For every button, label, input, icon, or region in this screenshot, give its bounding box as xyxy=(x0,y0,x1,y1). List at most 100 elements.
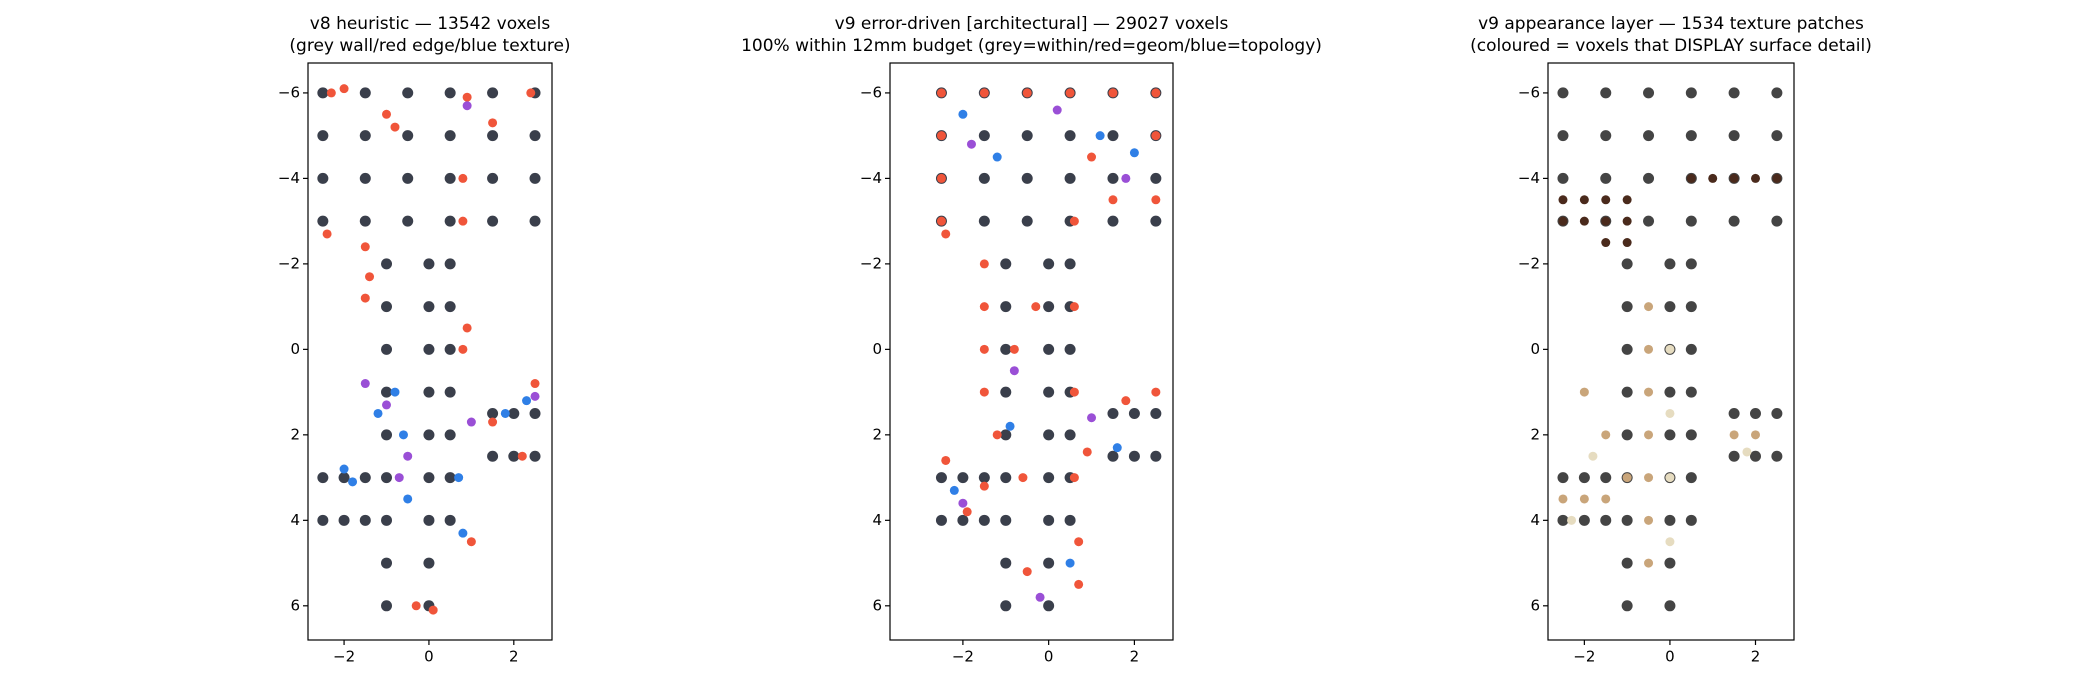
chart-subtitle: 100% within 12mm budget (grey=within/red… xyxy=(741,36,1322,56)
y-tick-label: 2 xyxy=(1530,425,1540,443)
point xyxy=(339,84,349,94)
point xyxy=(1728,215,1740,227)
point xyxy=(1664,600,1676,612)
point xyxy=(458,173,468,183)
point xyxy=(1588,451,1598,461)
point xyxy=(1567,515,1577,525)
point xyxy=(979,344,989,354)
point xyxy=(444,429,456,441)
point xyxy=(1000,429,1012,441)
point xyxy=(359,172,371,184)
point xyxy=(1621,514,1633,526)
point xyxy=(1557,172,1569,184)
point xyxy=(1600,472,1612,484)
y-tick-label: 4 xyxy=(1530,511,1540,529)
point xyxy=(508,407,520,419)
point xyxy=(530,391,540,401)
point xyxy=(1558,195,1568,205)
x-tick-label: 0 xyxy=(1665,648,1675,666)
point xyxy=(1729,430,1739,440)
point xyxy=(423,557,435,569)
point xyxy=(936,173,946,183)
point xyxy=(444,301,456,313)
point xyxy=(1664,301,1676,313)
point xyxy=(1622,216,1632,226)
point xyxy=(488,118,498,128)
point xyxy=(1644,430,1654,440)
chart-subtitle: (coloured = voxels that DISPLAY surface … xyxy=(1470,36,1872,56)
plot-area xyxy=(1557,87,1783,612)
point xyxy=(1665,473,1675,483)
point xyxy=(1601,238,1611,248)
point xyxy=(1742,447,1752,457)
point xyxy=(1074,537,1084,547)
y-tick-label: −4 xyxy=(278,169,300,187)
point xyxy=(402,215,414,227)
chart-title: v9 appearance layer — 1534 texture patch… xyxy=(1478,14,1864,34)
point xyxy=(1043,514,1055,526)
point xyxy=(979,481,989,491)
point xyxy=(1064,258,1076,270)
point xyxy=(1601,430,1611,440)
point xyxy=(1772,173,1782,183)
point xyxy=(1151,88,1161,98)
point xyxy=(423,472,435,484)
point xyxy=(517,451,527,461)
point xyxy=(402,87,414,99)
point xyxy=(1069,473,1079,483)
point xyxy=(941,455,951,465)
point xyxy=(1150,172,1162,184)
point xyxy=(1621,301,1633,313)
point xyxy=(1000,600,1012,612)
point xyxy=(382,109,392,119)
point xyxy=(458,216,468,226)
point xyxy=(1107,130,1119,142)
point xyxy=(1031,302,1041,312)
point xyxy=(522,396,532,406)
point xyxy=(1622,195,1632,205)
point xyxy=(1621,343,1633,355)
point xyxy=(1665,344,1675,354)
point xyxy=(1578,472,1590,484)
point xyxy=(1064,343,1076,355)
point xyxy=(411,601,421,611)
point xyxy=(444,514,456,526)
point xyxy=(978,472,990,484)
axes-frame xyxy=(307,62,553,641)
point xyxy=(936,216,946,226)
point xyxy=(348,477,358,487)
point xyxy=(1643,215,1655,227)
point xyxy=(1708,173,1718,183)
point xyxy=(1685,130,1697,142)
point xyxy=(317,472,329,484)
point xyxy=(1750,430,1760,440)
point xyxy=(1043,386,1055,398)
point xyxy=(1018,473,1028,483)
point xyxy=(1128,407,1140,419)
point xyxy=(1052,105,1062,115)
y-tick-label: −4 xyxy=(1518,169,1540,187)
point xyxy=(958,498,968,508)
point xyxy=(1043,557,1055,569)
point xyxy=(1558,494,1568,504)
point xyxy=(1644,558,1654,568)
point xyxy=(487,215,499,227)
x-tick-label: 0 xyxy=(1044,648,1054,666)
point xyxy=(1621,258,1633,270)
point xyxy=(529,407,541,419)
y-tick-label: 2 xyxy=(872,425,882,443)
point xyxy=(1729,173,1739,183)
point xyxy=(1644,515,1654,525)
point xyxy=(444,172,456,184)
point xyxy=(402,130,414,142)
point xyxy=(365,272,375,282)
point xyxy=(1009,366,1019,376)
point xyxy=(941,229,951,239)
point xyxy=(1665,537,1675,547)
point xyxy=(1685,301,1697,313)
point xyxy=(317,172,329,184)
point xyxy=(1043,258,1055,270)
y-tick-label: 0 xyxy=(872,340,882,358)
point xyxy=(462,323,472,333)
point xyxy=(1557,87,1569,99)
